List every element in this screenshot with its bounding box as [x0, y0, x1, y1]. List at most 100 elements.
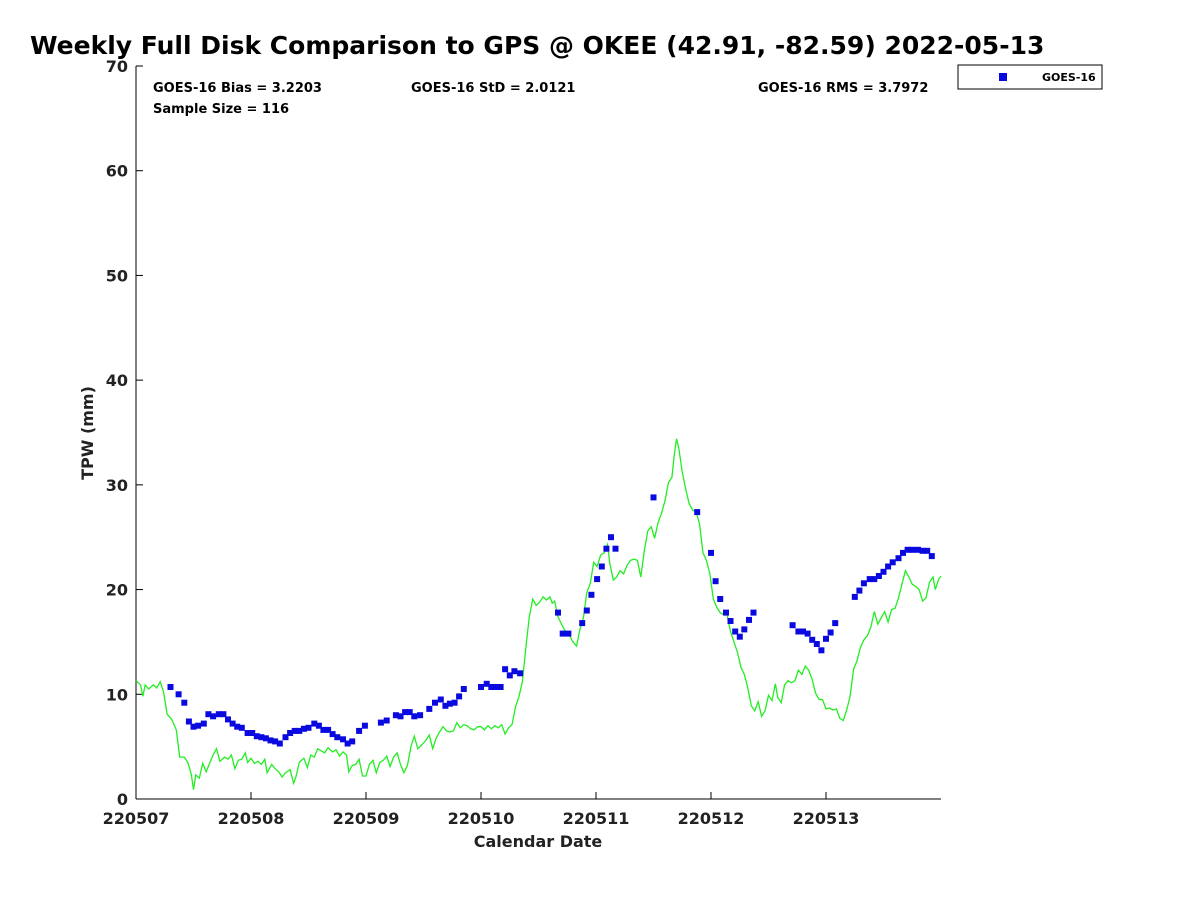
goes16-point	[282, 734, 289, 741]
goes16-point	[650, 494, 657, 501]
goes16-point	[234, 723, 241, 730]
goes16-point	[555, 609, 561, 616]
goes16-point	[185, 718, 192, 725]
goes16-point	[823, 635, 829, 642]
goes16-point	[220, 711, 227, 718]
goes16-point	[608, 534, 614, 541]
goes16-point	[741, 626, 748, 633]
goes16-point	[460, 686, 467, 692]
goes16-point	[249, 730, 256, 736]
goes16-point	[238, 724, 245, 731]
goes16-point	[311, 720, 318, 727]
bias-stat: GOES-16 Bias = 3.2203	[153, 81, 322, 96]
goes16-point	[167, 684, 174, 690]
y-tick-label: 10	[106, 685, 128, 704]
goes16-point	[506, 672, 513, 679]
y-tick-label: 20	[106, 581, 128, 600]
goes16-point	[904, 546, 911, 553]
y-tick-label: 50	[106, 266, 128, 285]
goes16-point	[315, 722, 322, 729]
goes16-point	[305, 724, 312, 731]
goes16-point	[215, 711, 222, 718]
goes16-point	[885, 563, 892, 570]
goes16-point	[406, 709, 413, 716]
goes16-point	[361, 722, 368, 729]
goes16-point	[712, 578, 719, 585]
y-tick-label: 70	[106, 57, 128, 76]
goes16-point	[900, 549, 906, 556]
goes16-point	[732, 628, 739, 635]
std-stat: GOES-16 StD = 2.0121	[411, 81, 575, 96]
goes16-point	[225, 716, 231, 723]
plot-area: 0 10 20 30 40 50 60 70 220507 220508 220509 220510 2…	[103, 57, 942, 828]
goes16-point	[291, 727, 298, 734]
y-tick-label: 0	[117, 790, 128, 809]
goes16-point	[789, 622, 796, 629]
x-tick-label: 220509	[333, 809, 400, 828]
goes16-point	[924, 547, 931, 554]
goes16-point	[875, 573, 882, 579]
goes16-point	[392, 712, 399, 719]
goes16-point	[426, 705, 433, 712]
y-tick-label: 30	[106, 476, 128, 495]
goes16-point	[827, 629, 834, 636]
y-tick-label: 40	[106, 371, 128, 390]
goes16-point	[349, 738, 356, 745]
goes16-point	[813, 641, 820, 647]
x-tick-label: 220511	[563, 809, 630, 828]
goes16-point	[483, 680, 490, 687]
goes16-point	[258, 734, 265, 741]
goes16-point	[909, 546, 916, 553]
legend-marker-goes16	[999, 73, 1007, 81]
goes16-point	[446, 700, 453, 707]
goes16-point	[442, 702, 449, 709]
goes16-point	[451, 699, 458, 706]
goes16-point	[478, 684, 484, 690]
goes16-point	[325, 726, 332, 733]
goes16-point	[253, 733, 260, 740]
goes16-point	[200, 720, 207, 727]
goes16-point	[832, 620, 839, 627]
goes16-point	[889, 559, 896, 566]
x-axis-label: Calendar Date	[474, 832, 603, 851]
goes16-point	[565, 630, 572, 637]
goes16-point	[594, 576, 601, 583]
goes16-point	[492, 684, 499, 690]
goes16-point	[340, 736, 346, 743]
gps-tpw-line	[135, 438, 942, 790]
goes16-point	[276, 740, 283, 747]
goes16-point	[598, 563, 605, 570]
goes16-point	[895, 555, 902, 562]
goes16-point	[329, 731, 336, 738]
goes16-point	[181, 699, 188, 706]
goes16-point	[517, 670, 524, 677]
goes16-point	[804, 630, 811, 637]
goes16-point	[708, 549, 714, 556]
goes16-point	[210, 713, 217, 720]
goes16-point	[300, 725, 307, 732]
sample-size-stat: Sample Size = 116	[153, 102, 289, 117]
goes16-point	[383, 717, 390, 724]
goes16-point	[800, 628, 806, 635]
y-tick-label: 60	[106, 162, 128, 181]
goes16-point	[603, 545, 610, 552]
x-tick-label: 220507	[103, 809, 170, 828]
goes16-point	[334, 734, 341, 741]
legend-label-goes16: GOES-16	[1042, 71, 1096, 84]
goes16-point	[750, 609, 757, 616]
goes16-point	[175, 691, 182, 698]
goes16-point	[612, 545, 619, 552]
goes16-point	[411, 713, 418, 720]
goes16-point	[488, 684, 495, 690]
x-tick-label: 220508	[218, 809, 285, 828]
x-tick-label: 220512	[678, 809, 745, 828]
goes16-point	[267, 737, 274, 744]
goes16-point	[809, 636, 816, 643]
goes16-point	[851, 593, 858, 600]
goes16-point	[856, 587, 863, 594]
goes16-point	[588, 591, 595, 598]
goes16-point	[287, 730, 294, 736]
goes16-point	[272, 738, 279, 745]
legend-box	[957, 64, 1103, 90]
